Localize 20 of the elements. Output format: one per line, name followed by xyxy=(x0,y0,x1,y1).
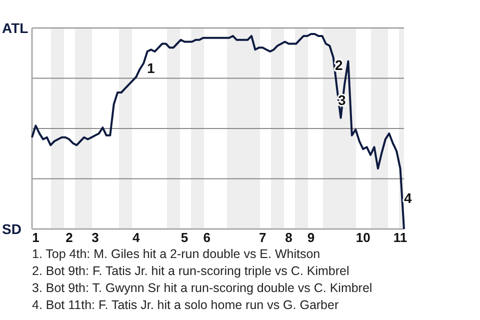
text: SD xyxy=(2,220,22,237)
text: 1. Top 4th: M. Giles hit a 2-run double vs E. Whitson xyxy=(32,247,320,261)
x-tick-label: 10 xyxy=(356,230,370,245)
x-tick-label: 7 xyxy=(259,230,266,245)
x-tick-label: 11 xyxy=(393,230,408,245)
x-tick-label: 2 xyxy=(66,230,73,245)
text: 4. Bot 11th: F. Tatis Jr. hit a solo home run vs G. Garber xyxy=(32,298,339,312)
text: 2. Bot 9th: F. Tatis Jr. hit a run-scoring triple vs C. Kimbrel xyxy=(32,264,350,278)
text: ATL xyxy=(2,20,29,36)
x-tick-label: 4 xyxy=(132,230,141,245)
annotation: 4 xyxy=(404,190,412,206)
x-tick-label: 8 xyxy=(285,230,292,245)
x-tick-label: 3 xyxy=(92,230,99,245)
x-tick-label: 5 xyxy=(180,230,188,245)
annotation: 2 xyxy=(335,56,343,73)
x-tick-label: 9 xyxy=(307,230,315,245)
x-tick-label: 1 xyxy=(32,230,40,245)
text: 3. Bot 9th: T. Gwynn Sr hit a run-scoring double vs C. Kimbrel xyxy=(32,281,372,295)
annotation: 1 xyxy=(147,60,155,76)
x-tick-label: 6 xyxy=(203,230,210,245)
